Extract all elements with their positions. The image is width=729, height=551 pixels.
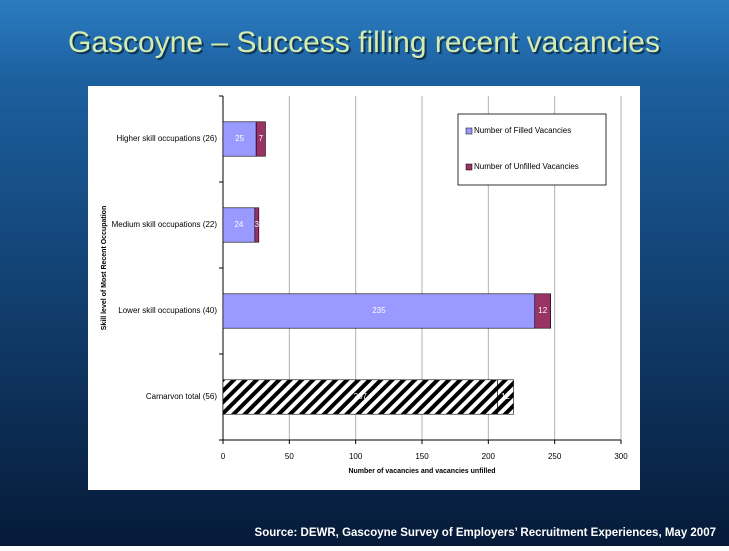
x-tick-label: 50 (285, 452, 294, 461)
x-tick-label: 150 (415, 452, 429, 461)
data-label: 207 (354, 392, 368, 401)
source: Source: DEWR, Gascoyne Survey of Employe… (255, 527, 716, 539)
bar-segment (497, 379, 514, 415)
title: Gascoyne – Success filling recent vacanc… (68, 26, 660, 59)
data-label: 12 (501, 392, 510, 401)
bar-segment (254, 207, 260, 243)
legend-swatch (465, 127, 473, 135)
data-label: 235 (372, 306, 386, 315)
y-tick-label: Higher skill occupations (26) (117, 134, 218, 143)
legend-label: Number of Filled Vacancies (474, 126, 571, 135)
bar-segment (222, 207, 256, 243)
data-label: 3 (255, 220, 260, 229)
bar-segment (222, 379, 498, 415)
y-tick-label: Lower skill occupations (40) (118, 306, 217, 315)
y-axis-label: Skill level of Most Recent Occupation (101, 206, 108, 330)
x-tick-label: 0 (221, 452, 226, 461)
data-label: 24 (234, 220, 243, 229)
legend-swatch (465, 163, 473, 171)
x-tick-label: 250 (548, 452, 562, 461)
title-shadow: Gascoyne – Success filling recent vacanc… (70, 28, 662, 61)
bar-segment (222, 293, 536, 329)
chart: 0 50 100 150 200 250 300 Number of vacancies an… (101, 95, 628, 475)
x-axis-label: Number of vacancies and vacancies unfill… (348, 468, 495, 475)
data-label: 12 (538, 306, 547, 315)
y-tick-label: Carnarvon total (56) (146, 392, 217, 401)
bar-segment (255, 121, 266, 157)
x-tick-label: 100 (349, 452, 363, 461)
x-tick-label: 300 (614, 452, 628, 461)
x-tick-label: 200 (482, 452, 496, 461)
bar-segment (534, 293, 551, 329)
y-tick-label: Medium skill occupations (22) (112, 220, 218, 229)
data-label: 25 (235, 134, 244, 143)
bar-segment (222, 121, 257, 157)
legend-label: Number of Unfilled Vacancies (474, 162, 579, 171)
legend-box (457, 113, 607, 186)
data-label: 7 (259, 134, 264, 143)
